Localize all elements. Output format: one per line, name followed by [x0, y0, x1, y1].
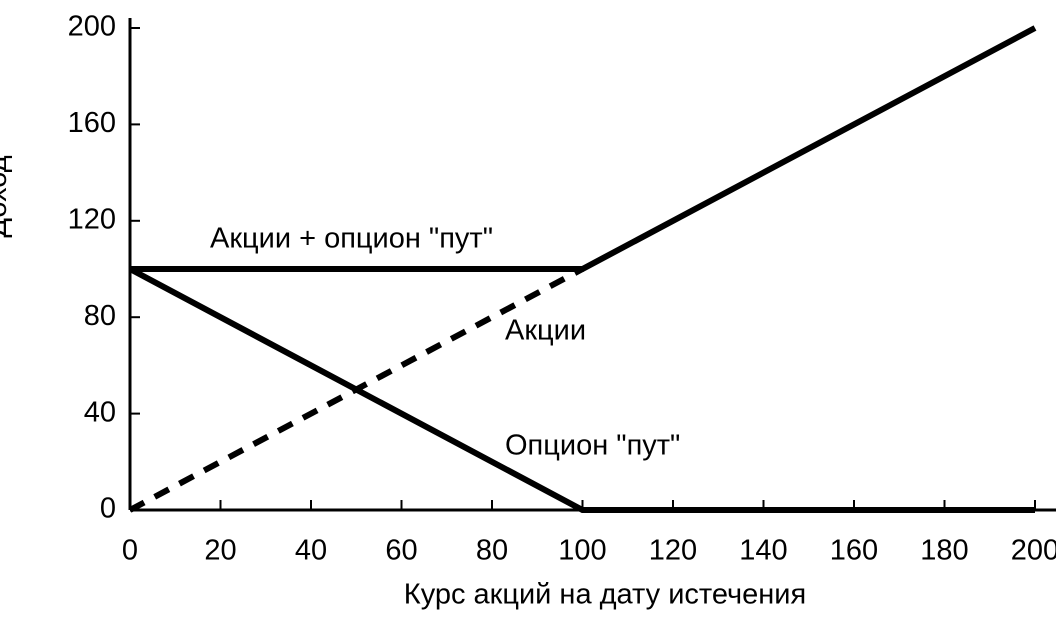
x-tick-label: 180 [920, 535, 968, 567]
series-label: Акции + опцион "пут" [210, 223, 493, 255]
y-tick-label: 80 [84, 300, 116, 332]
x-tick-label: 140 [739, 535, 787, 567]
series-label: Опцион "пут" [505, 430, 680, 462]
x-axis-title: Курс акций на дату истечения [404, 579, 806, 611]
x-tick-label: 80 [476, 535, 508, 567]
x-tick-label: 160 [830, 535, 878, 567]
y-tick-label: 40 [84, 396, 116, 428]
x-tick-label: 120 [649, 535, 697, 567]
x-tick-label: 200 [1011, 535, 1056, 567]
x-tick-label: 60 [385, 535, 417, 567]
x-tick-label: 0 [122, 535, 138, 567]
y-axis-title: Доход [0, 155, 13, 237]
y-tick-label: 0 [100, 493, 116, 525]
y-tick-label: 200 [68, 11, 116, 43]
series-label: Акции [505, 315, 586, 347]
x-tick-label: 100 [558, 535, 606, 567]
x-tick-label: 20 [204, 535, 236, 567]
series-line [128, 266, 1035, 513]
x-tick-label: 40 [295, 535, 327, 567]
y-tick-label: 120 [68, 203, 116, 235]
y-tick-label: 160 [68, 107, 116, 139]
